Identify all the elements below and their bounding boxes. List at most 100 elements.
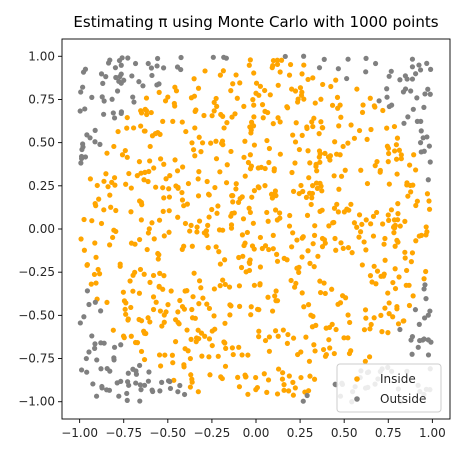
point-outside	[78, 367, 85, 373]
point-inside	[239, 194, 245, 200]
point-inside	[410, 293, 416, 299]
point-inside	[262, 337, 269, 344]
point-inside	[101, 207, 107, 213]
point-inside	[326, 223, 332, 229]
point-inside	[296, 146, 302, 153]
point-inside	[166, 208, 172, 214]
point-outside	[79, 146, 85, 153]
point-outside	[167, 385, 174, 392]
point-inside	[95, 266, 101, 273]
point-inside	[179, 119, 185, 125]
point-inside	[241, 103, 247, 109]
point-outside	[386, 73, 392, 79]
point-inside	[310, 123, 316, 130]
point-inside	[274, 251, 280, 257]
point-inside	[396, 274, 402, 280]
point-outside	[130, 366, 136, 372]
point-inside	[241, 154, 247, 160]
point-inside	[195, 389, 201, 395]
point-inside	[277, 210, 283, 216]
point-inside	[87, 176, 93, 182]
point-inside	[395, 217, 401, 223]
point-inside	[407, 162, 413, 168]
point-inside	[214, 210, 220, 216]
point-inside	[126, 170, 132, 177]
point-inside	[141, 356, 148, 363]
point-inside	[105, 184, 111, 190]
point-outside	[92, 299, 98, 305]
point-inside	[220, 277, 226, 283]
point-outside	[413, 71, 419, 77]
point-outside	[98, 308, 104, 314]
point-inside	[317, 289, 324, 296]
point-outside	[101, 98, 107, 104]
point-inside	[274, 217, 280, 223]
y-tick-label: 0.00	[28, 222, 55, 236]
point-inside	[286, 388, 292, 394]
point-inside	[172, 157, 178, 163]
point-outside	[86, 301, 92, 308]
point-inside	[398, 156, 404, 162]
point-inside	[354, 224, 360, 230]
point-outside	[125, 379, 131, 385]
point-inside	[153, 184, 159, 190]
point-outside	[422, 91, 428, 97]
point-inside	[192, 153, 198, 159]
point-inside	[231, 210, 237, 216]
point-inside	[245, 391, 251, 397]
x-tick-label: −0.50	[149, 426, 186, 440]
point-inside	[151, 236, 157, 242]
point-outside	[121, 77, 127, 83]
point-inside	[167, 173, 173, 179]
point-inside	[370, 233, 377, 239]
point-inside	[345, 245, 352, 251]
point-inside	[316, 148, 323, 154]
point-inside	[191, 93, 198, 99]
point-inside	[145, 230, 152, 236]
point-inside	[119, 152, 126, 158]
point-outside	[125, 370, 131, 376]
point-inside	[196, 218, 203, 224]
point-inside	[228, 213, 234, 219]
point-outside	[92, 139, 98, 145]
point-outside	[140, 83, 146, 89]
point-inside	[424, 191, 431, 197]
point-inside	[269, 308, 276, 314]
point-inside	[374, 268, 381, 274]
point-inside	[396, 147, 402, 153]
point-inside	[138, 318, 145, 324]
point-inside	[193, 335, 200, 341]
point-outside	[416, 321, 422, 327]
point-inside	[307, 260, 313, 266]
point-inside	[320, 346, 327, 353]
point-inside	[211, 108, 217, 114]
point-inside	[264, 137, 270, 144]
point-inside	[152, 131, 159, 137]
point-inside	[402, 255, 408, 261]
point-outside	[78, 155, 85, 162]
y-tick-label: −0.75	[18, 352, 55, 366]
point-inside	[165, 94, 171, 100]
point-inside	[272, 191, 278, 197]
point-inside	[392, 285, 399, 292]
point-inside	[371, 315, 377, 321]
point-inside	[290, 188, 297, 194]
point-inside	[172, 84, 178, 90]
point-inside	[92, 201, 98, 207]
point-inside	[364, 136, 370, 142]
point-inside	[255, 184, 261, 190]
point-inside	[305, 76, 311, 83]
point-inside	[229, 193, 235, 199]
point-outside	[118, 342, 124, 348]
point-inside	[304, 212, 311, 218]
point-inside	[179, 189, 185, 196]
point-inside	[386, 311, 392, 317]
point-inside	[121, 335, 127, 341]
point-inside	[351, 220, 358, 226]
point-inside	[284, 104, 290, 110]
point-inside	[379, 329, 385, 335]
point-inside	[175, 309, 181, 315]
point-inside	[175, 319, 181, 326]
point-inside	[143, 95, 150, 101]
point-outside	[99, 383, 105, 390]
